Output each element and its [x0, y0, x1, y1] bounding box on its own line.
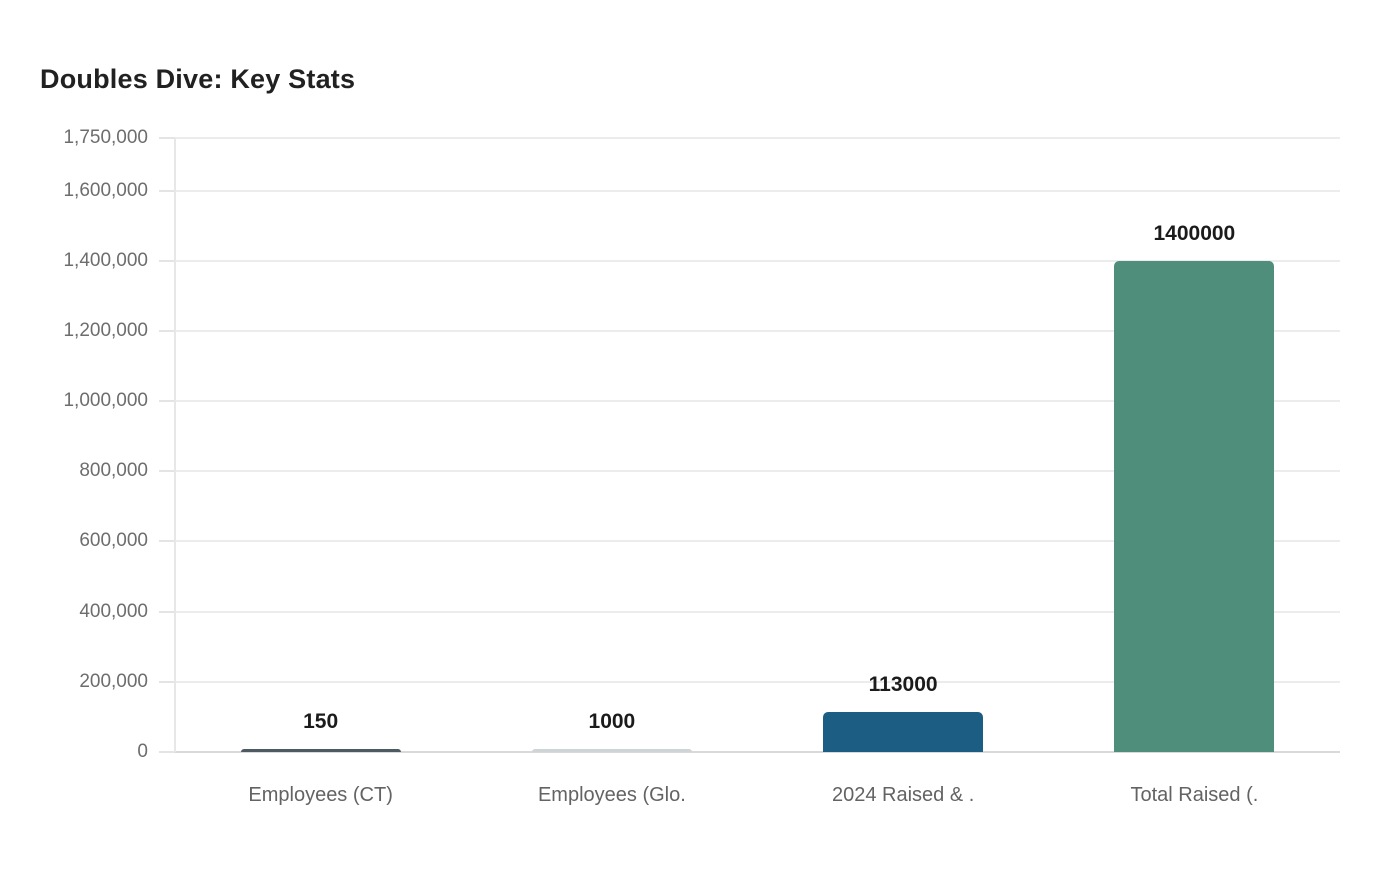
- chart-title: Doubles Dive: Key Stats: [40, 64, 356, 94]
- y-tick-label: 1,750,000: [63, 127, 148, 148]
- gridline: [175, 259, 1340, 262]
- y-tick-label: 1,200,000: [63, 319, 148, 341]
- bar-value-label: 1400000: [1153, 221, 1236, 245]
- gridline: [175, 189, 1340, 192]
- y-tick-label: 600,000: [79, 530, 148, 552]
- y-axis-tick: [159, 189, 175, 192]
- y-axis-tick: [159, 470, 175, 473]
- x-tick-label: Employees (Glo.: [537, 784, 686, 806]
- bar: [240, 749, 401, 752]
- y-axis-tick: [159, 540, 175, 543]
- bar: [823, 712, 984, 752]
- y-tick-label: 200,000: [79, 670, 148, 692]
- gridline: [175, 329, 1340, 332]
- y-axis-tick: [159, 259, 175, 262]
- gridline: [175, 680, 1340, 683]
- y-tick-label: 1,400,000: [63, 249, 148, 271]
- y-axis-tick: [159, 137, 175, 139]
- bar: [531, 749, 692, 752]
- gridline: [175, 400, 1340, 403]
- y-tick-label: 400,000: [79, 600, 148, 622]
- bar-value-label: 150: [303, 710, 339, 733]
- y-axis-tick: [159, 329, 175, 332]
- bar-value-label: 113000: [868, 673, 938, 697]
- y-axis-line: [174, 138, 176, 752]
- y-tick-label: 0: [137, 741, 148, 762]
- gridline: [175, 751, 1340, 753]
- x-tick-label: Total Raised (.: [1130, 784, 1259, 806]
- gridline: [175, 610, 1340, 613]
- y-tick-label: 1,600,000: [63, 179, 148, 201]
- y-axis-tick: [159, 751, 175, 753]
- bar: [1114, 260, 1275, 752]
- y-axis-tick: [159, 680, 175, 683]
- y-axis-tick: [159, 610, 175, 613]
- bar-value-label: 1000: [588, 710, 636, 733]
- x-tick-label: Employees (CT): [248, 784, 393, 806]
- x-tick-label: 2024 Raised & .: [831, 784, 975, 806]
- gridline: [175, 470, 1340, 473]
- y-axis-tick: [159, 400, 175, 403]
- y-tick-label: 800,000: [79, 460, 148, 482]
- y-tick-label: 1,000,000: [63, 390, 148, 412]
- gridline: [175, 137, 1340, 139]
- gridline: [175, 540, 1340, 543]
